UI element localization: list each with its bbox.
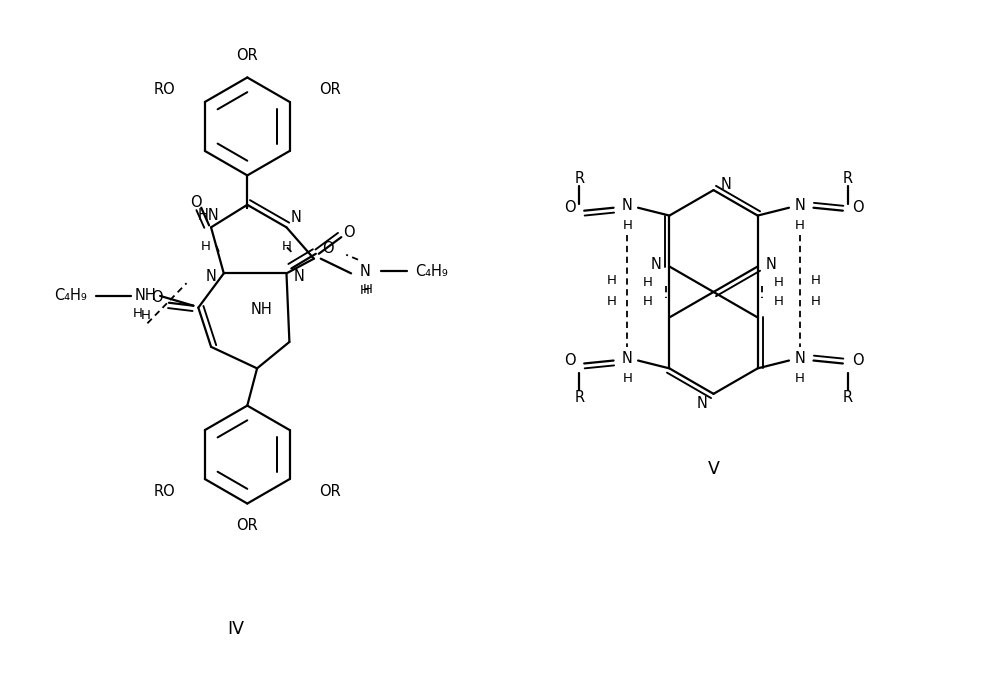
Text: N: N <box>721 177 732 192</box>
Text: H: H <box>140 309 150 322</box>
Text: C₄H₉: C₄H₉ <box>55 288 87 303</box>
Text: H: H <box>360 284 370 297</box>
Text: N: N <box>766 257 777 272</box>
Text: H: H <box>774 295 784 308</box>
Text: O: O <box>191 196 202 211</box>
Text: HN: HN <box>197 208 219 223</box>
Text: N: N <box>696 396 707 411</box>
Text: O: O <box>852 353 863 368</box>
Text: H: H <box>133 307 143 320</box>
Text: N: N <box>206 269 216 284</box>
Text: IV: IV <box>227 620 244 638</box>
Text: R: R <box>843 390 853 406</box>
Text: H: H <box>643 295 653 308</box>
Text: OR: OR <box>236 49 258 64</box>
Text: NH: NH <box>251 302 273 317</box>
Text: N: N <box>650 257 661 272</box>
Text: OR: OR <box>319 82 341 97</box>
Text: H: H <box>363 282 373 296</box>
Text: O: O <box>564 200 575 215</box>
Text: H: H <box>622 219 632 232</box>
Text: H: H <box>810 274 820 287</box>
Text: NH: NH <box>135 288 156 303</box>
Text: O: O <box>322 242 333 257</box>
Text: N: N <box>622 198 633 213</box>
Text: C₄H₉: C₄H₉ <box>415 264 448 279</box>
Text: N: N <box>794 351 805 366</box>
Text: R: R <box>574 390 584 406</box>
Text: N: N <box>291 210 302 225</box>
Text: H: H <box>795 219 805 232</box>
Text: H: H <box>607 274 617 287</box>
Text: H: H <box>201 240 211 253</box>
Text: O: O <box>343 225 355 240</box>
Text: O: O <box>151 290 163 305</box>
Text: H: H <box>774 276 784 288</box>
Text: H: H <box>643 276 653 288</box>
Text: N: N <box>622 351 633 366</box>
Text: RO: RO <box>154 82 175 97</box>
Text: N: N <box>359 264 370 279</box>
Text: RO: RO <box>154 484 175 500</box>
Text: H: H <box>282 240 291 253</box>
Text: H: H <box>810 295 820 308</box>
Text: OR: OR <box>236 518 258 533</box>
Text: H: H <box>622 372 632 385</box>
Text: V: V <box>708 460 719 478</box>
Text: H: H <box>607 295 617 308</box>
Text: N: N <box>294 269 305 284</box>
Text: R: R <box>574 171 584 186</box>
Text: R: R <box>843 171 853 186</box>
Text: OR: OR <box>319 484 341 500</box>
Text: H: H <box>795 372 805 385</box>
Text: N: N <box>794 198 805 213</box>
Text: O: O <box>852 200 863 215</box>
Text: O: O <box>564 353 575 368</box>
